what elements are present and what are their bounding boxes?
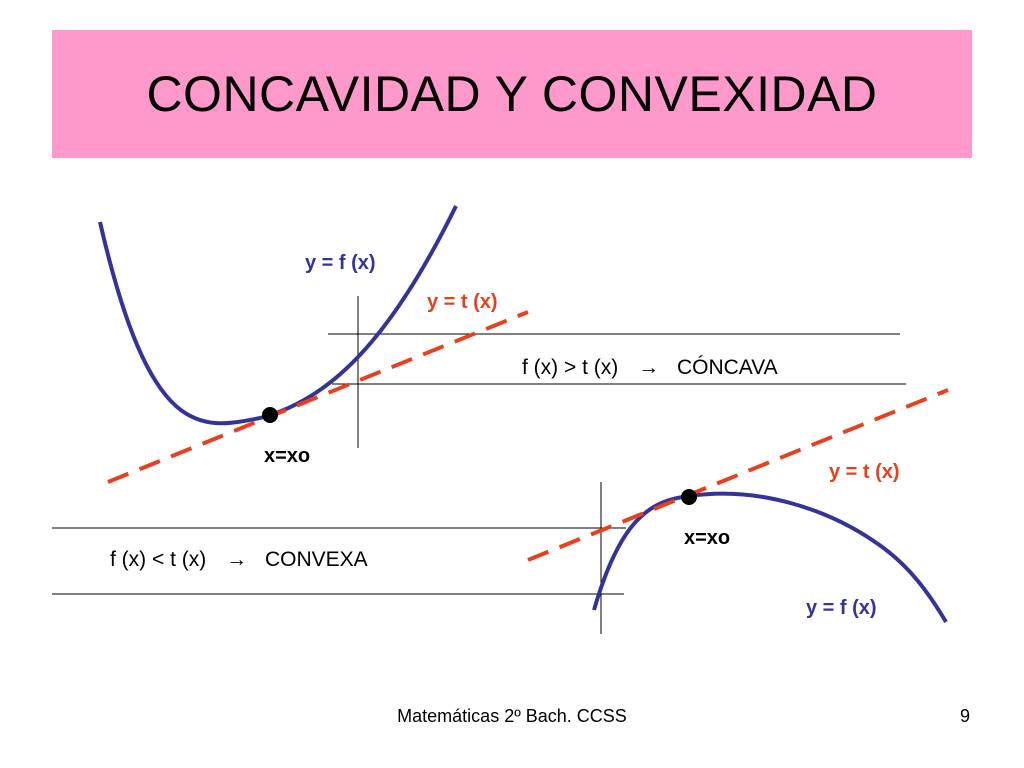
concave-condition-result: CÓNCAVA bbox=[677, 356, 778, 379]
page-number: 9 bbox=[959, 706, 970, 726]
concave-arrow-icon: → bbox=[638, 356, 659, 379]
convex-arrow-icon: → bbox=[226, 548, 247, 571]
convex-condition-lhs: f (x) < t (x) bbox=[110, 548, 206, 571]
concave-tangent-label: y = t (x) bbox=[427, 291, 498, 313]
concave-condition-lhs: f (x) > t (x) bbox=[522, 356, 618, 379]
convex-function-label: y = f (x) bbox=[806, 597, 877, 619]
concave-condition: f (x) > t (x) → CÓNCAVA bbox=[522, 356, 778, 379]
convex-condition-result: CONVEXA bbox=[265, 548, 368, 571]
convex-tangent-label: y = t (x) bbox=[829, 461, 900, 483]
concave-diagram: y = f (x) y = t (x) x=xo f (x) > t (x) →… bbox=[98, 205, 906, 484]
convex-tangent-line bbox=[527, 388, 949, 562]
concave-tangent-line bbox=[107, 310, 529, 484]
concave-point-label: x=xo bbox=[264, 445, 310, 467]
footer-course-label: Matemáticas 2º Bach. CCSS bbox=[397, 706, 627, 726]
concave-tangent-point bbox=[262, 407, 278, 423]
convex-function-curve bbox=[592, 491, 948, 624]
title-banner: CONCAVIDAD Y CONVEXIDAD bbox=[52, 30, 972, 158]
slide-title: CONCAVIDAD Y CONVEXIDAD bbox=[146, 66, 878, 122]
concave-function-label: y = f (x) bbox=[305, 252, 376, 274]
convex-tangent-point bbox=[681, 489, 697, 505]
convex-condition: f (x) < t (x) → CONVEXA bbox=[110, 548, 368, 571]
concave-function-curve bbox=[98, 205, 458, 426]
convex-diagram: y = t (x) x=xo y = f (x) f (x) < t (x) →… bbox=[52, 388, 949, 634]
convex-point-label: x=xo bbox=[684, 527, 730, 549]
